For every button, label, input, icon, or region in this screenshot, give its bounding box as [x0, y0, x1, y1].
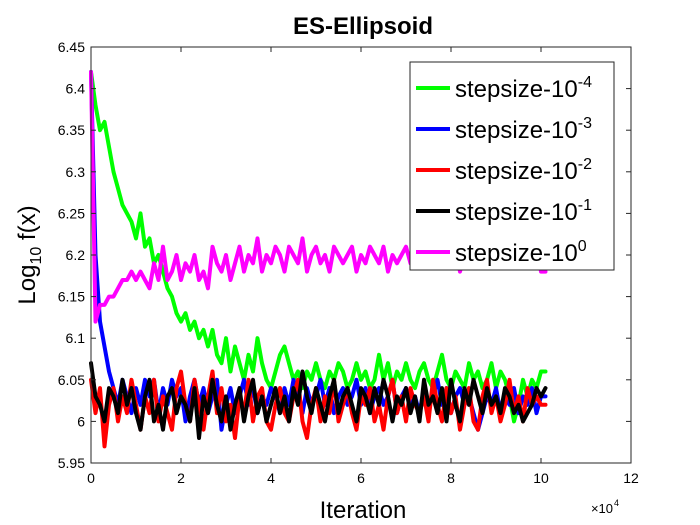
x-tick-label: 8 — [447, 470, 455, 486]
legend-label-exponent: -1 — [578, 197, 592, 214]
x-tick-label: 4 — [267, 470, 275, 486]
x-tick-label: 6 — [357, 470, 365, 486]
legend-label-0: stepsize-10-4 — [455, 74, 592, 103]
x-tick-label: 10 — [533, 470, 549, 486]
legend-label-exponent: -2 — [578, 156, 592, 173]
legend-label-2: stepsize-10-2 — [455, 156, 592, 185]
legend-label-base: stepsize-10 — [455, 76, 578, 103]
legend-label-base: stepsize-10 — [455, 240, 578, 267]
y-tick-label: 6.2 — [66, 247, 86, 263]
y-axis-label: Log10 f(x) — [14, 205, 45, 304]
y-tick-label: 6 — [77, 413, 85, 429]
y-tick-label: 6.4 — [66, 81, 86, 97]
y-tick-label: 6.15 — [58, 289, 85, 305]
y-tick-label: 6.05 — [58, 372, 85, 388]
legend-label-base: stepsize-10 — [455, 199, 578, 226]
y-axis-label-main: Log — [14, 265, 41, 305]
y-tick-label: 6.25 — [58, 205, 85, 221]
y-tick-label: 6.1 — [66, 330, 86, 346]
y-tick-label: 6.3 — [66, 164, 86, 180]
x-axis-label: Iteration — [320, 497, 407, 524]
legend-label-base: stepsize-10 — [455, 117, 578, 144]
legend-label-exponent: -3 — [578, 115, 592, 132]
legend-label-exponent: 0 — [578, 238, 587, 255]
legend-label-3: stepsize-10-1 — [455, 197, 592, 226]
x-exponent-power: 4 — [614, 498, 619, 508]
series-line-3 — [89, 361, 548, 440]
legend-label-base: stepsize-10 — [455, 158, 578, 185]
x-exponent-base: ×10 — [591, 501, 613, 516]
x-tick-label: 0 — [87, 470, 95, 486]
x-tick-label: 12 — [623, 470, 639, 486]
y-axis-label-tail: f(x) — [14, 205, 41, 246]
legend: stepsize-10-4stepsize-10-3stepsize-10-2s… — [409, 61, 615, 271]
y-axis-label-sub: 10 — [28, 247, 45, 265]
y-tick-label: 5.95 — [58, 455, 85, 471]
ticks-layer: 0 2 4 6 8 10 12 5.95 6 6.05 6.1 6.15 6.2 6.25 6.3 6.35 6… — [58, 39, 639, 486]
y-tick-label: 6.45 — [58, 39, 85, 55]
legend-label-4: stepsize-100 — [455, 238, 587, 267]
x-tick-label: 2 — [177, 470, 185, 486]
x-exponent: ×10 4 — [591, 498, 619, 516]
chart-title: ES-Ellipsoid — [293, 13, 433, 40]
legend-box — [409, 61, 615, 271]
legend-label-1: stepsize-10-3 — [455, 115, 592, 144]
legend-label-exponent: -4 — [578, 74, 592, 91]
series-line-0 — [89, 70, 548, 424]
y-tick-label: 6.35 — [58, 122, 85, 138]
